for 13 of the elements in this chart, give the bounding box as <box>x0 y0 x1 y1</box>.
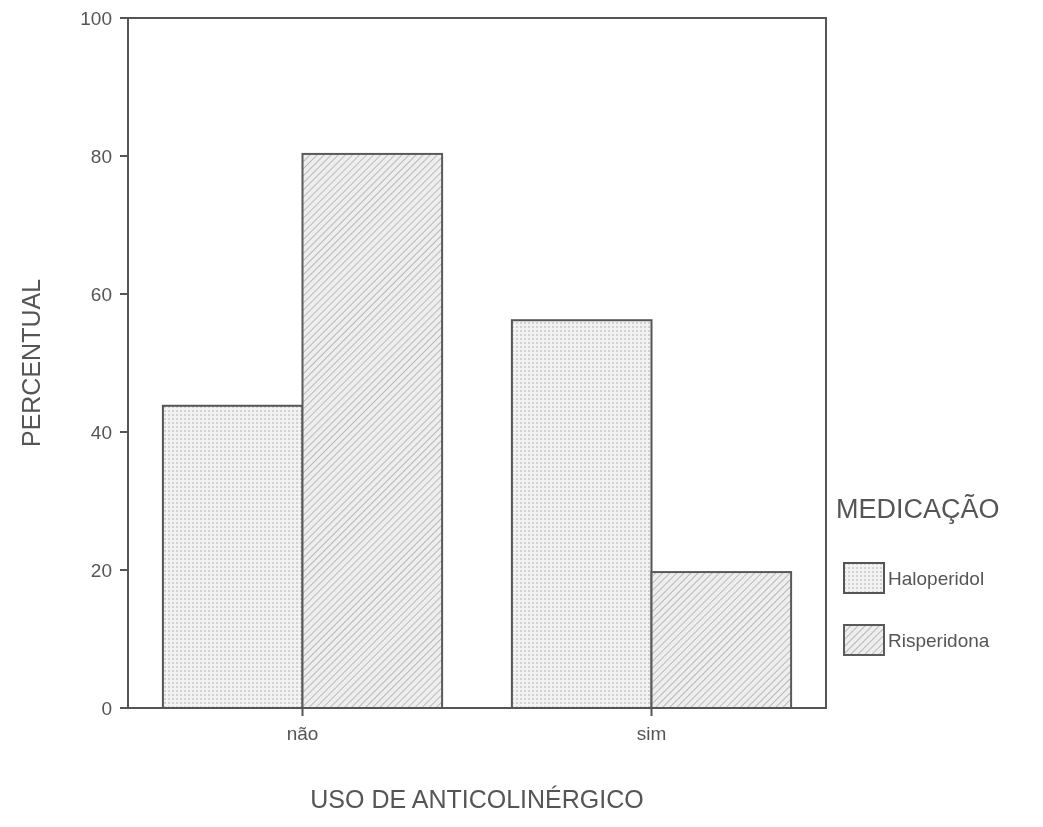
x-tick-label: não <box>286 723 319 744</box>
y-tick-label: 60 <box>90 283 112 305</box>
y-tick-label: 0 <box>101 697 112 719</box>
legend-label: Haloperidol <box>888 567 985 589</box>
y-tick-label: 40 <box>90 421 112 443</box>
y-tick-label: 100 <box>80 7 112 29</box>
y-axis-title: PERCENTUAL <box>17 278 45 448</box>
legend-label: Risperidona <box>888 629 990 651</box>
legend-title: MEDICAÇÃO <box>836 493 1000 524</box>
x-axis-title: USO DE ANTICOLINÉRGICO <box>310 785 644 813</box>
x-tick-label: sim <box>636 723 667 744</box>
y-tick-label: 20 <box>90 559 112 581</box>
y-tick-label: 80 <box>90 145 112 167</box>
